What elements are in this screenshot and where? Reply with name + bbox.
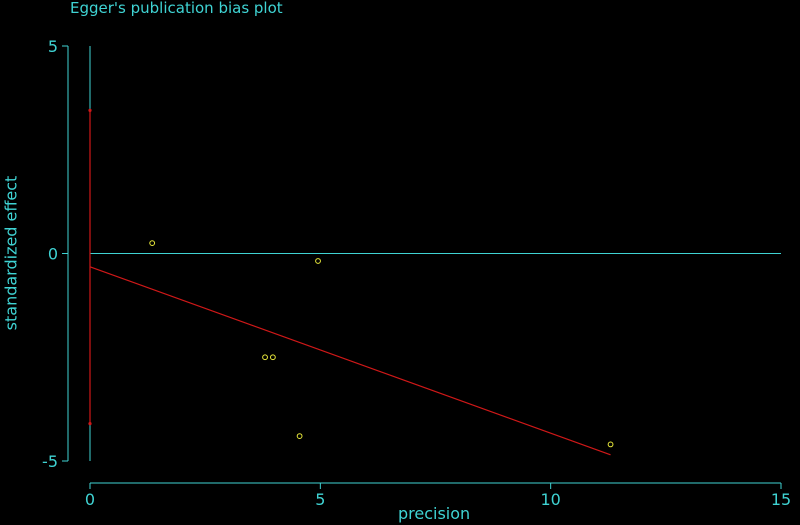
x-tick-label: 15 — [771, 490, 791, 509]
scatter-point — [607, 441, 614, 448]
scatter-point — [262, 354, 268, 361]
regression-line — [89, 266, 611, 456]
chart-title: Egger's publication bias plot — [70, 0, 283, 17]
x-tick-label: 5 — [315, 490, 325, 509]
plot-lines — [88, 46, 781, 461]
x-tick-label: 10 — [540, 490, 560, 509]
y-tick-label: 0 — [48, 245, 58, 264]
axes: -5 0 5 0 5 10 15 — [42, 37, 791, 509]
y-tick-label: 5 — [48, 37, 58, 56]
ci-lower-marker — [88, 422, 92, 426]
scatter-point — [296, 433, 303, 440]
y-axis-label: standardized effect — [1, 175, 21, 331]
ci-upper-marker — [88, 108, 92, 112]
x-axis-label: precision — [398, 504, 471, 523]
scatter-point — [269, 354, 276, 361]
scatter-point — [315, 258, 321, 264]
data-points — [149, 240, 614, 448]
x-tick-label: 0 — [85, 490, 95, 509]
scatter-point — [149, 240, 156, 247]
y-tick-label: -5 — [42, 452, 58, 471]
